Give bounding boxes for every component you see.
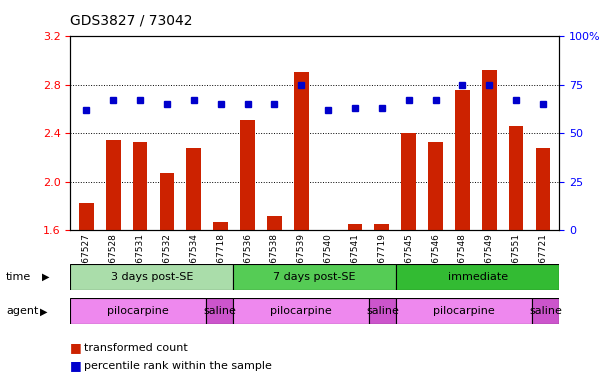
Text: saline: saline (529, 306, 562, 316)
Bar (70, 298, 206, 324)
Text: ▶: ▶ (42, 272, 49, 282)
Bar (294, 72, 309, 230)
Bar (455, 90, 470, 230)
Text: pilocarpine: pilocarpine (108, 306, 169, 316)
Bar (233, 298, 369, 324)
Bar (396, 264, 559, 290)
Text: saline: saline (366, 306, 399, 316)
Bar (482, 70, 497, 230)
Bar (536, 148, 551, 230)
Bar (186, 148, 201, 230)
Bar (206, 298, 233, 324)
Bar (267, 216, 282, 230)
Bar (233, 264, 396, 290)
Text: immediate: immediate (447, 272, 508, 282)
Bar (70, 264, 233, 290)
Bar (532, 298, 559, 324)
Bar (509, 126, 524, 230)
Bar (106, 139, 120, 230)
Text: 7 days post-SE: 7 days post-SE (273, 272, 356, 282)
Bar (348, 224, 362, 230)
Bar (428, 142, 443, 230)
Text: 3 days post-SE: 3 days post-SE (111, 272, 193, 282)
Text: agent: agent (6, 306, 38, 316)
Bar (133, 142, 147, 230)
Text: pilocarpine: pilocarpine (270, 306, 332, 316)
Text: GDS3827 / 73042: GDS3827 / 73042 (70, 13, 192, 27)
Bar (401, 134, 416, 230)
Text: ■: ■ (70, 359, 82, 372)
Bar (79, 202, 93, 230)
Text: saline: saline (203, 306, 236, 316)
Text: time: time (6, 272, 31, 282)
Bar (369, 298, 396, 324)
Bar (375, 224, 389, 230)
Bar (213, 222, 228, 230)
Bar (159, 174, 174, 230)
Text: pilocarpine: pilocarpine (433, 306, 495, 316)
Text: transformed count: transformed count (84, 343, 188, 353)
Text: ▶: ▶ (40, 306, 47, 316)
Bar (240, 120, 255, 230)
Text: percentile rank within the sample: percentile rank within the sample (84, 361, 271, 371)
Bar (396, 298, 532, 324)
Text: ■: ■ (70, 341, 82, 354)
